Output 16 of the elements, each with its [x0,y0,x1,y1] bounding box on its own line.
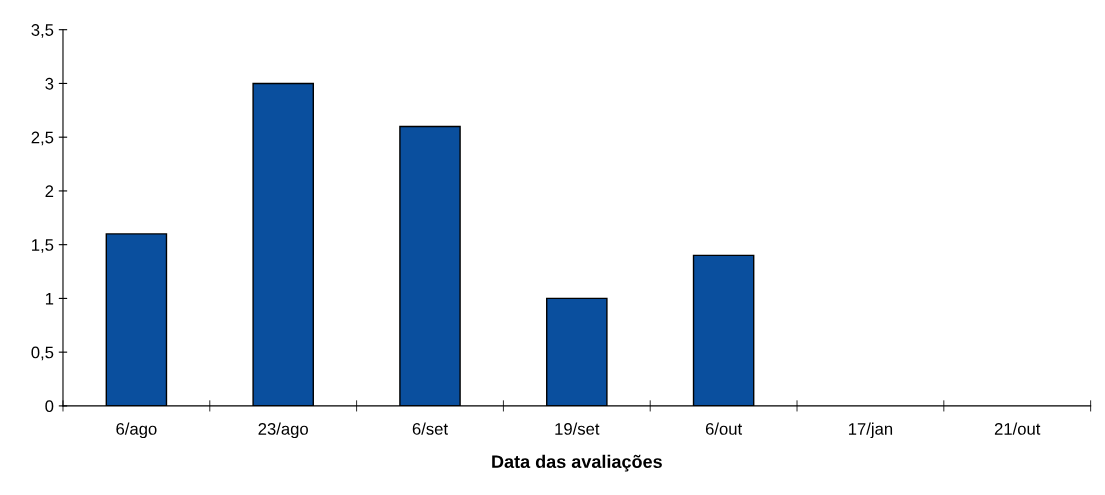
y-tick-label: 2,5 [31,131,54,146]
y-tick-label: 2 [45,185,54,197]
y-tick-label: 3 [45,77,54,90]
x-axis-title: Data das avaliações [492,454,662,472]
x-tick-label: 19/set [555,422,600,435]
x-tick-label: 6/set [412,422,448,435]
x-tick-label: 23/ago [258,422,308,439]
x-tick-label: 17/jan [848,422,893,439]
y-tick-label: 1 [45,292,54,305]
y-tick-label: 3,5 [31,24,54,38]
x-tick-label: 21/out [994,422,1041,435]
x-tick-label: 6/ago [116,422,157,439]
y-tick-label: 0 [45,400,54,413]
y-tick-label: 1,5 [32,239,54,253]
y-tick-label: 0,5 [31,346,54,361]
x-tick-label: 6/out [705,422,743,435]
